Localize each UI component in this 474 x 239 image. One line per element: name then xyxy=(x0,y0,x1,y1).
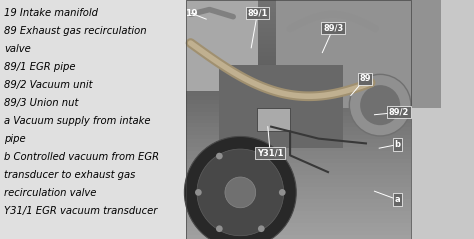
Bar xyxy=(186,84,411,88)
Bar xyxy=(411,0,474,239)
Text: 89 Exhaust gas recirculation: 89 Exhaust gas recirculation xyxy=(4,26,146,36)
Bar xyxy=(186,100,411,103)
Text: 89/2: 89/2 xyxy=(389,108,409,117)
Bar xyxy=(186,103,411,108)
Bar xyxy=(186,72,411,76)
Bar xyxy=(186,183,411,187)
Text: 89/1 EGR pipe: 89/1 EGR pipe xyxy=(4,62,75,72)
Bar xyxy=(186,4,411,8)
Bar xyxy=(186,0,411,4)
Text: 19: 19 xyxy=(185,9,197,18)
Bar xyxy=(186,36,411,40)
Bar xyxy=(186,64,411,68)
Bar xyxy=(186,167,411,171)
Bar xyxy=(0,0,186,239)
Bar xyxy=(186,159,411,163)
Bar xyxy=(186,60,411,64)
Bar xyxy=(186,40,411,44)
Text: b Controlled vacuum from EGR: b Controlled vacuum from EGR xyxy=(4,152,159,162)
Text: transducer to exhaust gas: transducer to exhaust gas xyxy=(4,170,135,180)
Bar xyxy=(186,171,411,175)
Text: Y31/1: Y31/1 xyxy=(257,148,283,158)
Ellipse shape xyxy=(216,153,223,159)
Bar xyxy=(186,124,411,127)
Bar xyxy=(186,175,411,179)
Bar xyxy=(186,203,411,207)
Bar xyxy=(186,120,411,124)
Text: Y31/1 EGR vacuum transducer: Y31/1 EGR vacuum transducer xyxy=(4,206,157,216)
Bar xyxy=(186,219,411,223)
Bar xyxy=(186,0,258,91)
Bar xyxy=(186,136,411,139)
Bar xyxy=(186,147,411,151)
Bar xyxy=(186,179,411,183)
Ellipse shape xyxy=(258,153,264,159)
Bar xyxy=(186,68,411,72)
Bar xyxy=(186,32,411,36)
Text: 89/3 Union nut: 89/3 Union nut xyxy=(4,98,78,108)
Text: a: a xyxy=(394,195,400,204)
Ellipse shape xyxy=(195,189,202,196)
Bar xyxy=(186,16,411,20)
Bar xyxy=(186,151,411,155)
Text: 89/2 Vacuum unit: 89/2 Vacuum unit xyxy=(4,80,92,90)
Ellipse shape xyxy=(360,85,400,125)
Text: b: b xyxy=(394,140,400,149)
Bar xyxy=(186,112,411,115)
Bar xyxy=(186,155,411,159)
Bar xyxy=(186,215,411,219)
Bar xyxy=(186,231,411,235)
Bar xyxy=(257,108,290,131)
Text: a Vacuum supply from intake: a Vacuum supply from intake xyxy=(4,116,150,126)
Bar xyxy=(186,195,411,199)
Bar xyxy=(186,131,411,136)
Bar xyxy=(186,211,411,215)
Bar xyxy=(186,12,411,16)
Bar xyxy=(186,235,411,239)
Bar xyxy=(186,115,411,120)
Bar xyxy=(186,127,411,131)
Bar xyxy=(186,8,411,12)
Bar xyxy=(186,207,411,211)
Bar xyxy=(186,227,411,231)
Bar xyxy=(186,20,411,24)
Bar xyxy=(186,187,411,191)
Bar xyxy=(186,191,411,195)
Ellipse shape xyxy=(197,149,283,236)
Text: valve: valve xyxy=(4,44,30,54)
Bar xyxy=(186,76,411,80)
Bar xyxy=(276,0,440,108)
Bar xyxy=(186,223,411,227)
Text: 89/3: 89/3 xyxy=(323,24,343,33)
Bar xyxy=(186,56,411,60)
Ellipse shape xyxy=(225,177,255,208)
Text: pipe: pipe xyxy=(4,134,26,144)
Text: 19 Intake manifold: 19 Intake manifold xyxy=(4,8,98,18)
Bar xyxy=(186,44,411,48)
Bar xyxy=(186,48,411,52)
Bar xyxy=(186,139,411,143)
Ellipse shape xyxy=(279,189,286,196)
Bar xyxy=(219,65,343,148)
Bar xyxy=(186,52,411,56)
Text: 89/1: 89/1 xyxy=(247,9,267,18)
Bar xyxy=(186,199,411,203)
Bar xyxy=(186,143,411,147)
Ellipse shape xyxy=(184,136,296,239)
Bar xyxy=(186,28,411,32)
Bar xyxy=(186,96,411,100)
Ellipse shape xyxy=(216,225,223,232)
Bar xyxy=(186,163,411,167)
Bar xyxy=(186,88,411,92)
Bar xyxy=(186,80,411,84)
Bar xyxy=(186,92,411,96)
Bar xyxy=(186,0,411,239)
Bar xyxy=(186,108,411,112)
Bar xyxy=(186,24,411,28)
Ellipse shape xyxy=(258,225,264,232)
Text: recirculation valve: recirculation valve xyxy=(4,188,96,198)
Ellipse shape xyxy=(349,74,411,136)
Text: 89: 89 xyxy=(359,74,371,83)
